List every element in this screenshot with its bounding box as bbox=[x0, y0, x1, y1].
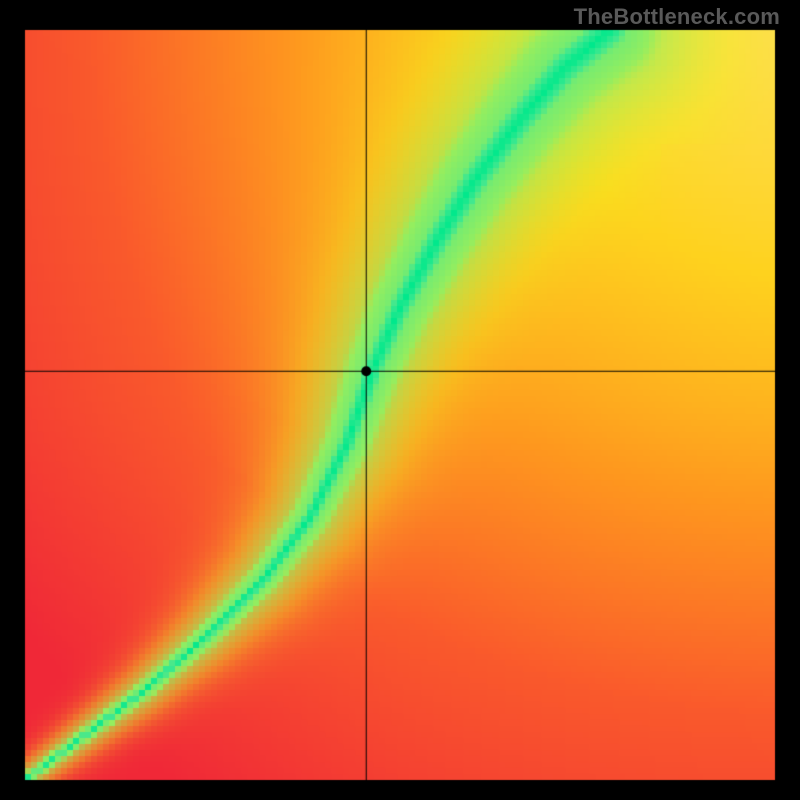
chart-container: TheBottleneck.com bbox=[0, 0, 800, 800]
watermark-text: TheBottleneck.com bbox=[574, 4, 780, 30]
bottleneck-heatmap bbox=[0, 0, 800, 800]
